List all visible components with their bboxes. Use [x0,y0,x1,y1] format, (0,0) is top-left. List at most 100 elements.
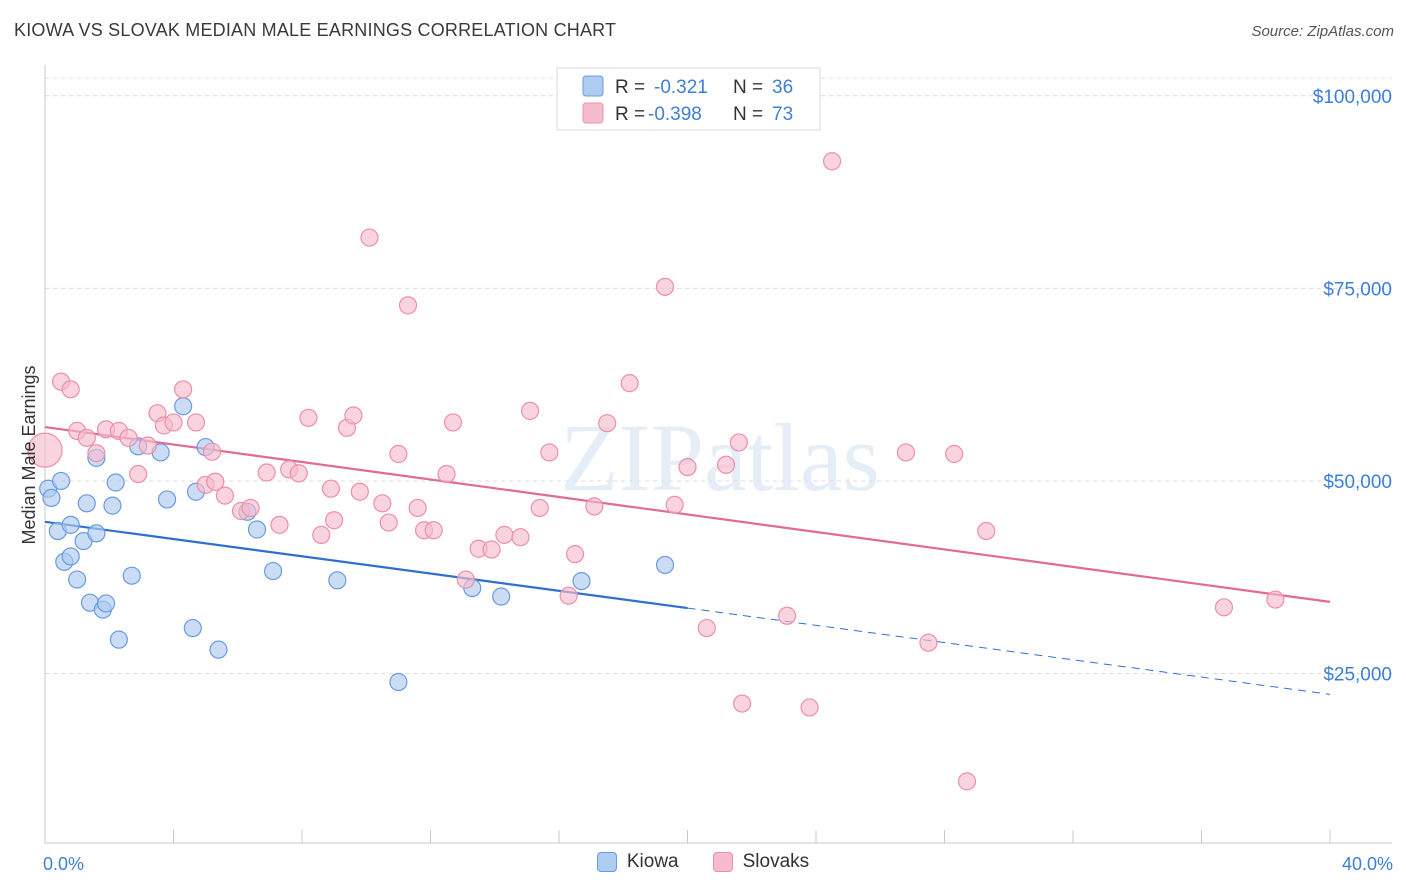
kiowa-point [96,594,116,613]
slovak-point [530,498,549,518]
slovak-point [896,443,916,462]
legend-r-value-slovaks: -0.398 [648,104,702,125]
slovak-point [495,525,514,544]
kiowa-point [183,618,202,638]
kiowa-point [389,672,408,692]
slovak-point [598,414,617,433]
slovak-point [215,486,234,505]
legend-box: R = -0.321 N = 36 R = -0.398 N = 73 [556,67,821,131]
legend-swatch-kiowa [582,75,604,97]
kiowa-point [106,473,125,492]
slovak-point [919,633,938,652]
legend-n-value-slovaks: 73 [772,104,793,125]
x-tick-label: 40.0% [1342,854,1393,874]
slovak-point [1266,590,1285,609]
series-legend-slovaks: Slovaks [712,851,810,873]
slovak-point [697,618,716,638]
slovak-trend-line [44,425,1331,603]
slovak-point [456,570,475,589]
slovak-point [325,511,344,530]
legend-r-label-kiowa: R = [615,77,645,98]
slovak-point [202,442,222,461]
slovak-point [565,545,585,564]
legend-n-label-kiowa: N = [733,77,763,98]
slovak-point [138,436,157,455]
tick-labels: $25,000 $50,000 $75,000 $100,000 0.0% 40.0% [43,87,1393,874]
slovak-point [1214,598,1234,617]
slovak-point [957,772,977,791]
slovak-point [424,521,443,540]
kiowa-point [61,515,80,534]
slovak-point [408,498,427,518]
slovak-point [733,694,752,713]
legend-swatch-slovaks [582,102,604,124]
slovak-point [119,428,138,447]
kiowa-point [492,587,511,606]
kiowa-point [174,397,193,416]
kiowa-point [247,520,267,539]
kiowa-point [328,571,347,590]
kiowa-point [103,496,122,515]
slovak-point [585,497,604,516]
kiowa-trend-extension [687,607,1331,695]
slovak-point [398,296,418,315]
slovak-point [373,494,392,513]
slovak-point [360,228,379,247]
slovak-point [321,479,341,498]
legend-r-label-slovaks: R = [615,104,645,125]
slovak-point [87,444,106,463]
slovak-point [511,528,530,547]
kiowa-point [51,471,71,491]
slovak-point [312,525,331,544]
trend-lines [44,425,1331,695]
slovak-point [299,408,318,427]
slovak-point [206,472,225,491]
kiowa-point [157,490,177,509]
chart-title: KIOWA VS SLOVAK MEDIAN MALE EARNINGS COR… [14,20,617,40]
kiowa-point [122,566,141,585]
series-legend-kiowa: Kiowa [596,851,679,873]
y-tick-label: $100,000 [1313,87,1392,108]
slovak-point [164,413,183,432]
slovak-point [729,433,749,452]
gridlines [45,77,1392,675]
legend-r-value-kiowa: -0.321 [654,77,708,98]
slovak-point [241,498,260,518]
slovak-point [822,152,842,171]
x-tick-label: 0.0% [43,854,84,874]
slovak-point [482,540,501,559]
y-tick-label: $75,000 [1323,279,1392,300]
slovak-point [270,515,289,534]
slovak-point [520,401,540,420]
slovaks-label: Slovaks [742,851,810,872]
slovak-point [27,432,63,468]
data-points [27,152,1285,791]
kiowa-label: Kiowa [626,851,679,872]
slovak-point [61,380,80,399]
slovak-point [350,482,369,501]
legend-n-label-slovaks: N = [733,104,763,125]
slovak-point [945,444,964,464]
slovaks-swatch [712,852,733,872]
slovak-point [443,413,463,432]
kiowa-point [87,524,106,543]
kiowa-point [263,561,283,581]
slovak-point [129,464,148,484]
slovak-point [665,495,684,514]
kiowa-point [61,547,80,566]
kiowa-point [572,571,591,591]
slovak-point [257,463,276,482]
source-credit: Source: ZipAtlas.com [1251,23,1394,40]
kiowa-swatch [596,852,617,872]
kiowa-point [655,555,675,575]
slovak-point [379,513,398,532]
kiowa-point [209,640,228,659]
kiowa-point [42,488,61,508]
slovak-point [678,457,697,477]
y-axis-label: Median Male Earnings [19,365,39,544]
slovak-point [174,380,193,399]
slovak-point [186,413,206,432]
slovak-point [800,698,819,717]
slovak-point [77,428,96,447]
